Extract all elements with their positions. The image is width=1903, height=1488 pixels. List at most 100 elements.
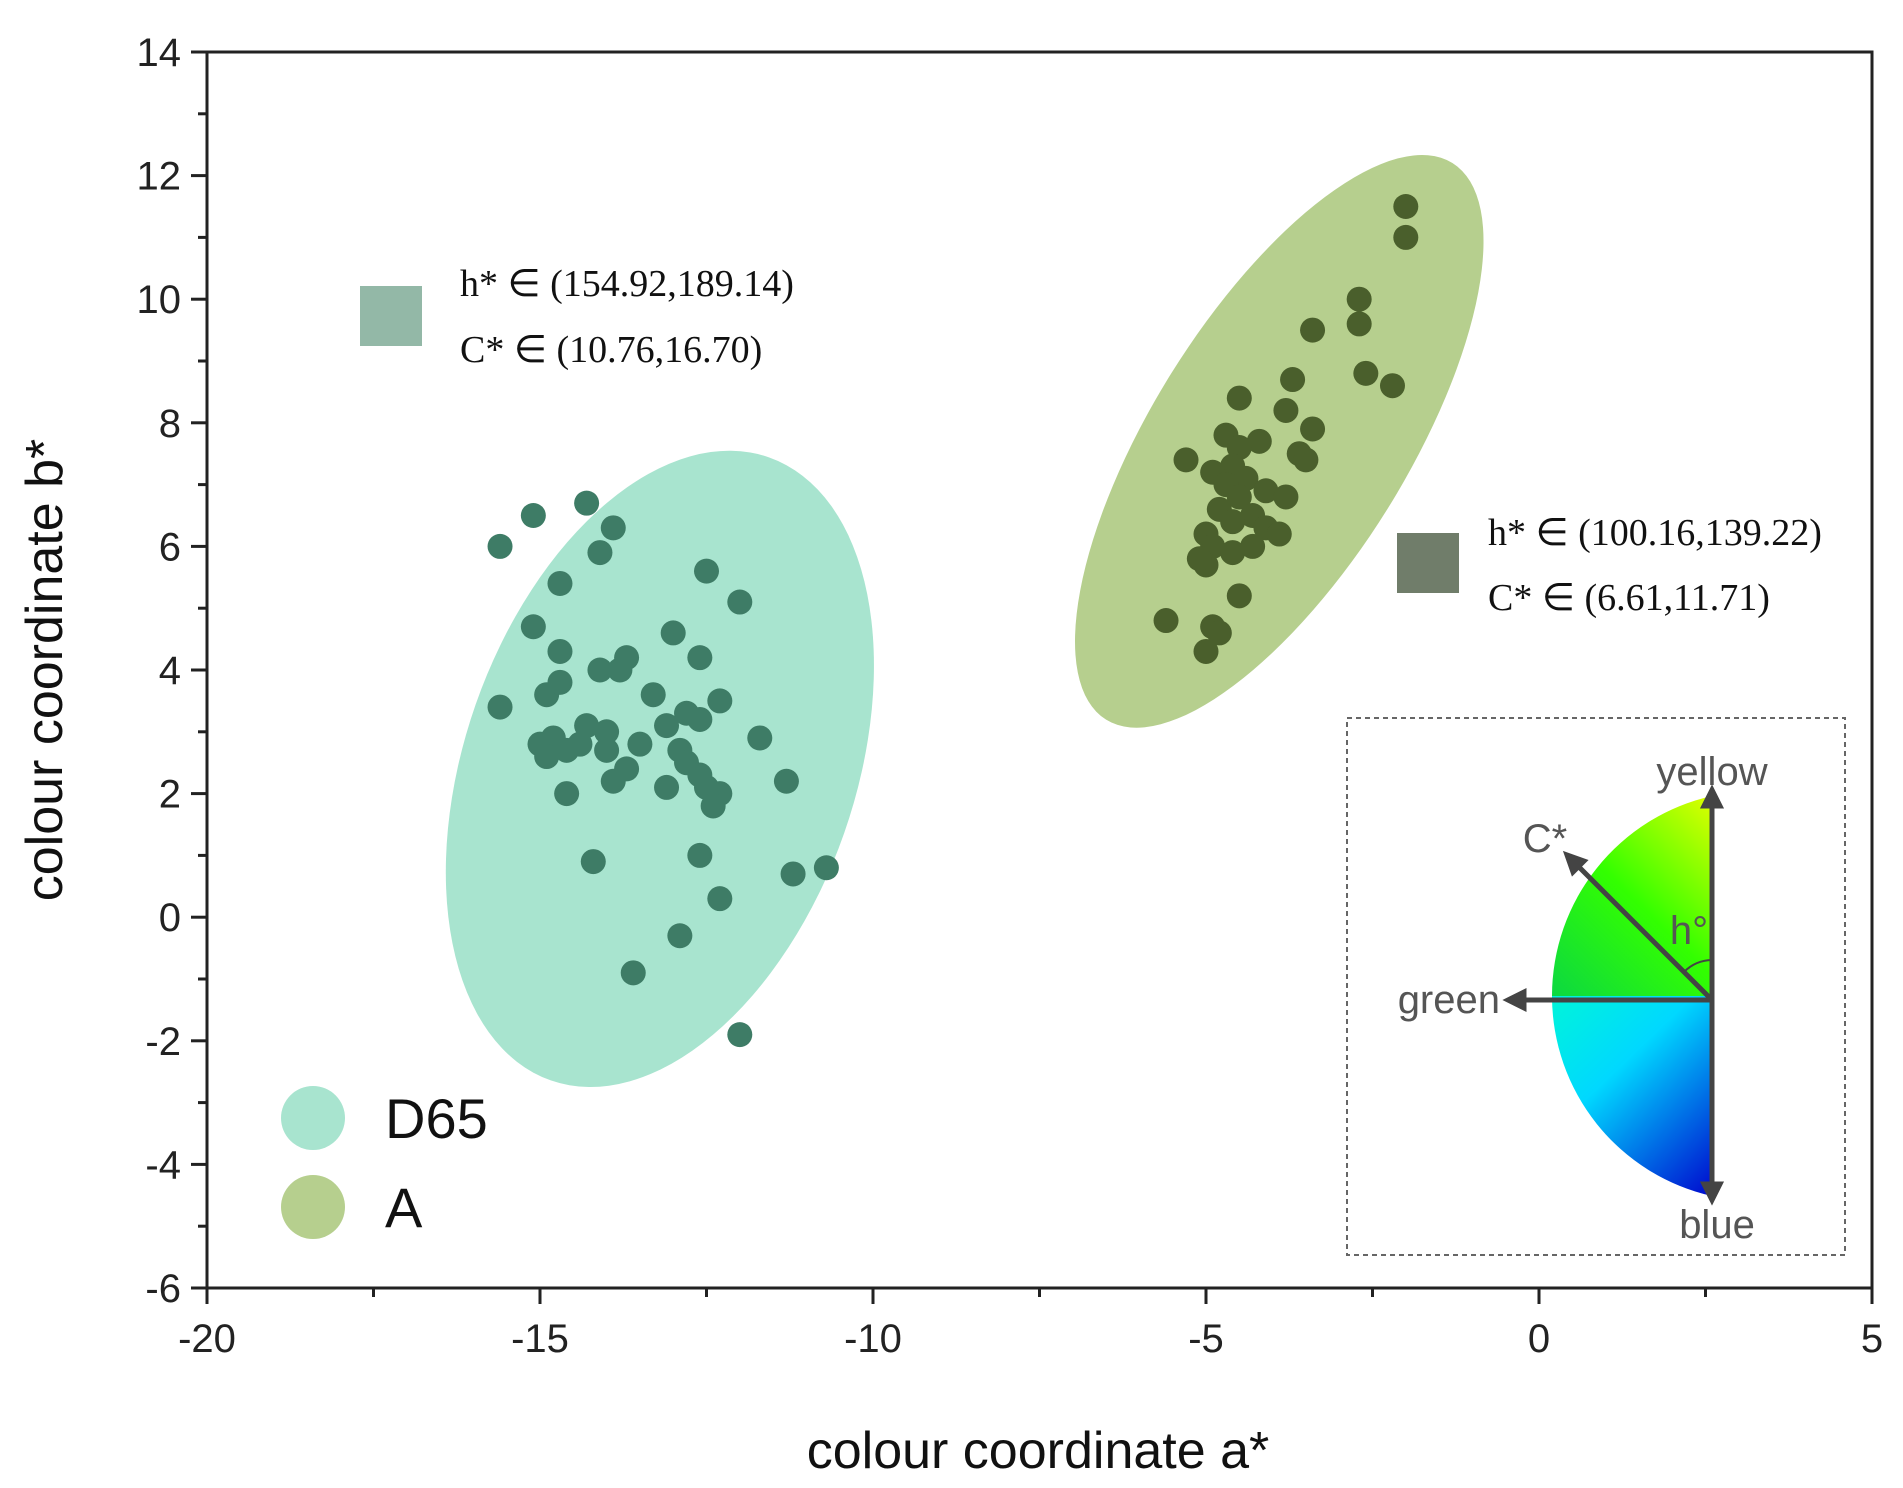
point-a (1346, 286, 1372, 312)
y-tick-label: 12 (137, 155, 182, 199)
point-a (1273, 397, 1299, 423)
point-d65 (587, 657, 613, 683)
point-d65 (594, 737, 620, 763)
point-d65 (707, 886, 733, 912)
x-tick-label: -20 (178, 1317, 236, 1361)
legend-marker-d65 (281, 1086, 345, 1150)
point-d65 (554, 781, 580, 807)
x-tick-label: -10 (844, 1317, 902, 1361)
x-tick-label: 0 (1528, 1317, 1550, 1361)
y-axis-title: colour coordinate b* (16, 439, 74, 902)
inset-hue-arc (1683, 959, 1713, 973)
inset-yellow-arrowhead (1699, 784, 1725, 809)
legend: D65 A (281, 1086, 488, 1239)
point-d65 (587, 540, 613, 566)
y-tick-label: 4 (159, 649, 181, 693)
point-d65 (487, 694, 513, 720)
point-a (1346, 311, 1372, 337)
point-a (1393, 194, 1419, 219)
a-swatch (1397, 533, 1459, 593)
point-d65 (547, 570, 573, 596)
x-axis-title: colour coordinate a* (807, 1422, 1270, 1480)
point-a (1220, 509, 1246, 535)
legend-label-d65: D65 (385, 1087, 488, 1150)
ellipse-a (1075, 154, 1484, 728)
inset-label-hue: h° (1670, 909, 1708, 953)
inset-label-green: green (1398, 978, 1500, 1022)
point-a (1220, 540, 1246, 566)
point-d65 (707, 688, 733, 714)
point-d65 (654, 713, 680, 739)
y-tick-label: 14 (137, 31, 182, 75)
y-tick-label: -2 (145, 1020, 181, 1064)
point-a (1393, 224, 1419, 250)
point-a (1246, 428, 1272, 454)
point-d65 (547, 669, 573, 695)
point-d65 (627, 731, 653, 757)
x-tick-label: -15 (511, 1317, 569, 1361)
inset-label-blue: blue (1679, 1203, 1755, 1247)
inset-label-chroma: C* (1523, 817, 1567, 861)
point-d65 (547, 638, 573, 664)
point-d65 (654, 774, 680, 800)
y-tick-label: 8 (159, 402, 181, 446)
inset-label-yellow: yellow (1656, 750, 1767, 794)
point-d65 (567, 731, 593, 757)
point-a (1186, 546, 1212, 572)
point-d65 (600, 768, 626, 794)
point-a (1300, 416, 1326, 442)
y-tick-label: -6 (145, 1267, 181, 1311)
point-d65 (520, 614, 546, 640)
point-d65 (600, 515, 626, 541)
point-d65 (660, 620, 686, 646)
point-d65 (534, 744, 560, 770)
d65-hue-range: h* ∈ (154.92,189.14) (460, 263, 794, 305)
point-a (1226, 484, 1252, 510)
point-a (1226, 385, 1252, 411)
point-a (1300, 317, 1326, 343)
inset-hue-diagram: yellow green blue C* h° (1346, 717, 1846, 1256)
point-d65 (700, 793, 726, 819)
point-d65 (520, 503, 546, 528)
inset-green-arrowhead (1502, 987, 1527, 1013)
y-tick-label: 10 (137, 278, 182, 322)
point-d65 (620, 960, 646, 986)
a-chroma-range: C* ∈ (6.61,11.71) (1488, 577, 1770, 619)
point-a (1379, 373, 1405, 399)
inset-bottom-quadrant (1551, 996, 1712, 1196)
point-d65 (813, 855, 839, 881)
y-tick-label: 6 (159, 525, 181, 569)
point-a (1206, 620, 1232, 646)
point-d65 (687, 842, 713, 868)
point-a (1173, 447, 1199, 473)
x-tick-label: -5 (1188, 1317, 1224, 1361)
point-a (1353, 360, 1379, 386)
point-d65 (687, 706, 713, 732)
d65-chroma-range: C* ∈ (10.76,16.70) (460, 329, 762, 371)
legend-label-a: A (385, 1176, 423, 1239)
point-d65 (487, 533, 513, 559)
point-d65 (607, 657, 633, 683)
point-d65 (727, 589, 753, 615)
point-d65 (694, 558, 719, 584)
legend-marker-a (281, 1175, 345, 1239)
inset-chroma-arrow (1572, 860, 1714, 1002)
y-tick-label: 2 (159, 773, 181, 817)
point-a (1266, 521, 1292, 547)
point-d65 (640, 682, 666, 708)
inset-chroma-arrowhead (1562, 850, 1589, 877)
point-a (1253, 478, 1279, 504)
d65-swatch (360, 286, 422, 346)
point-d65 (667, 923, 693, 949)
point-a (1293, 447, 1319, 473)
point-a (1240, 533, 1266, 559)
point-a (1273, 484, 1299, 510)
inset-frame (1346, 717, 1846, 1256)
point-a (1280, 367, 1306, 393)
point-d65 (780, 861, 806, 887)
point-d65 (687, 645, 713, 671)
y-tick-label: 0 (159, 896, 181, 940)
ellipses-layer (445, 154, 1484, 1087)
